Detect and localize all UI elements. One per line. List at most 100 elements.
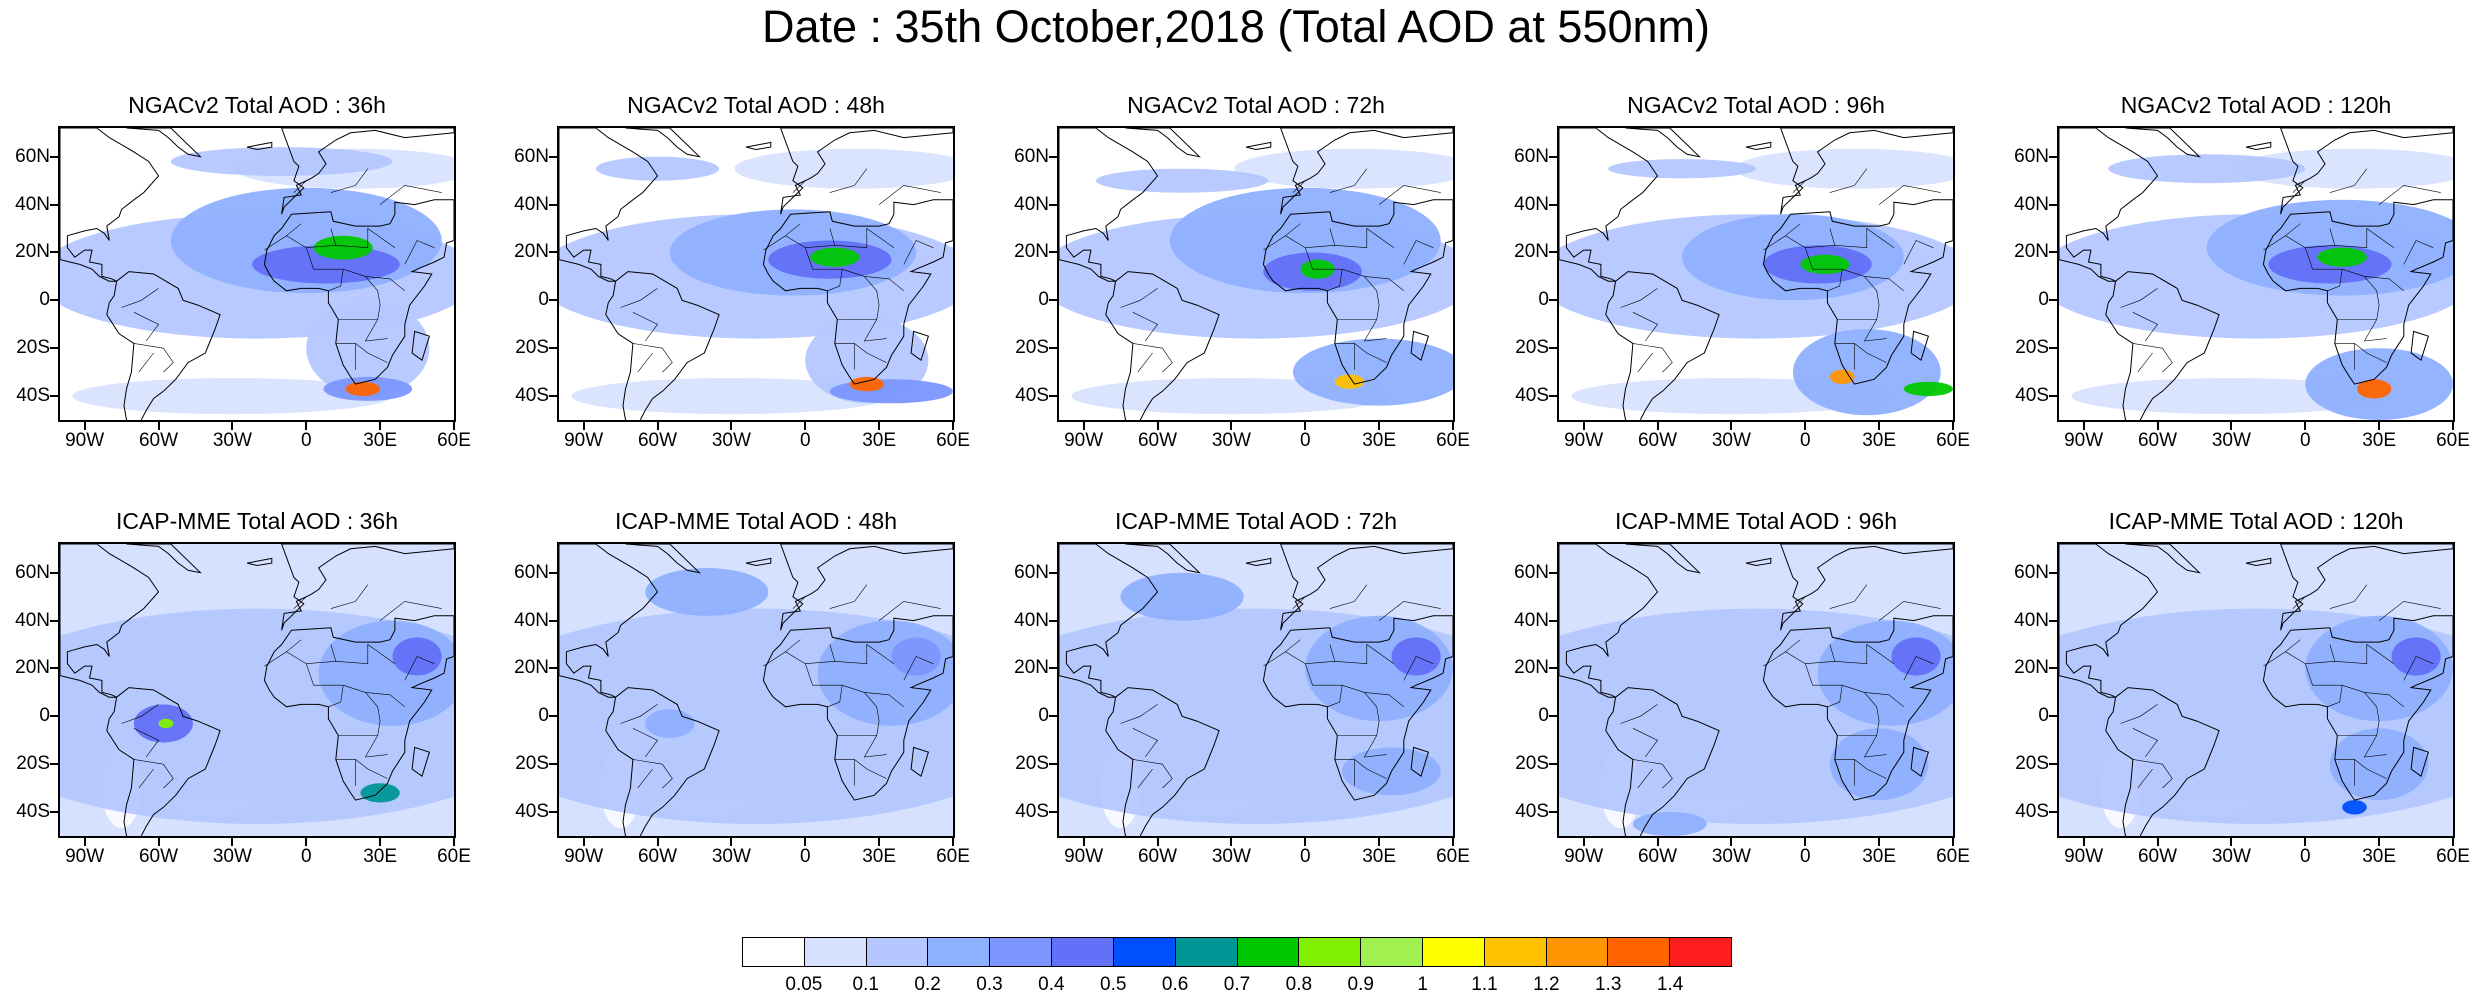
latitude-tick bbox=[549, 347, 557, 350]
longitude-label: 30E bbox=[1362, 846, 1397, 867]
latitude-tick bbox=[1549, 251, 1557, 254]
longitude-tick bbox=[1156, 422, 1159, 430]
colorbar-swatch bbox=[1237, 938, 1300, 966]
latitude-tick bbox=[1049, 715, 1057, 718]
longitude-label: 60E bbox=[1936, 430, 1970, 451]
aod-map-icap-36h bbox=[58, 542, 456, 838]
longitude-tick bbox=[2230, 838, 2233, 846]
latitude-tick bbox=[50, 667, 58, 670]
longitude-tick bbox=[231, 422, 234, 430]
latitude-tick bbox=[50, 715, 58, 718]
latitude-label: 40N bbox=[2014, 193, 2049, 215]
latitude-tick bbox=[50, 571, 58, 574]
latitude-tick bbox=[1549, 347, 1557, 350]
figure-title: Date : 35th October,2018 (Total AOD at 5… bbox=[761, 1, 1711, 52]
latitude-label: 0 bbox=[1038, 705, 1049, 727]
longitude-label: 60W bbox=[1137, 846, 1178, 867]
map-panel: NGACv2 Total AOD : 72h 60N 40N 20N 0 20S 40S 9… bbox=[1014, 92, 1470, 451]
longitude-tick bbox=[582, 422, 585, 430]
longitude-tick bbox=[2378, 422, 2381, 430]
longitude-label: 60E bbox=[2436, 846, 2470, 867]
latitude-tick bbox=[1549, 203, 1557, 206]
latitude-tick bbox=[1049, 203, 1057, 206]
longitude-label: 30E bbox=[1862, 430, 1897, 451]
latitude-label: 40N bbox=[514, 193, 549, 215]
longitude-label: 0 bbox=[2299, 430, 2311, 451]
colorbar-swatch bbox=[1546, 938, 1609, 966]
longitude-label: 0 bbox=[2299, 846, 2311, 867]
longitude-label: 30W bbox=[1711, 846, 1751, 867]
latitude-label: 60N bbox=[1514, 145, 1549, 167]
longitude-label: 90W bbox=[2064, 430, 2104, 451]
latitude-label: 40N bbox=[1514, 193, 1549, 215]
longitude-tick bbox=[2082, 838, 2085, 846]
colorbar-swatch bbox=[1299, 938, 1362, 966]
longitude-tick bbox=[2378, 838, 2381, 846]
colorbar-swatch bbox=[1052, 938, 1114, 966]
longitude-tick bbox=[453, 838, 455, 846]
latitude-tick bbox=[2049, 395, 2057, 398]
latitude-tick bbox=[1549, 395, 1557, 398]
latitude-tick bbox=[549, 715, 557, 718]
latitude-label: 40S bbox=[1515, 801, 1549, 823]
latitude-tick bbox=[2049, 811, 2057, 814]
map-panel: ICAP-MME Total AOD : 96h 60N 40N 20N 0 20S 40… bbox=[1514, 508, 1970, 867]
longitude-label: 60E bbox=[936, 430, 970, 451]
longitude-tick bbox=[656, 838, 659, 846]
longitude-tick bbox=[1952, 422, 1954, 430]
latitude-label: 60N bbox=[2014, 561, 2049, 583]
longitude-tick bbox=[83, 422, 86, 430]
colorbar-swatch bbox=[1361, 938, 1423, 966]
longitude-tick bbox=[1656, 838, 1659, 846]
aod-map-icap-48h bbox=[557, 542, 955, 838]
latitude-tick bbox=[50, 347, 58, 350]
map-panel: ICAP-MME Total AOD : 120h 60N 40N 20N 0 20S 4… bbox=[2014, 508, 2470, 867]
latitude-label: 20S bbox=[1515, 753, 1549, 775]
panel-title: NGACv2 Total AOD : 48h bbox=[627, 92, 885, 118]
map-panel: NGACv2 Total AOD : 96h 60N 40N 20N 0 20S 40S 9… bbox=[1514, 92, 1970, 451]
latitude-label: 40N bbox=[2014, 609, 2049, 631]
colorbar-swatch bbox=[990, 938, 1053, 966]
longitude-label: 90W bbox=[65, 430, 105, 451]
latitude-tick bbox=[1049, 347, 1057, 350]
latitude-tick bbox=[549, 667, 557, 670]
latitude-label: 20N bbox=[15, 241, 50, 263]
latitude-tick bbox=[50, 155, 58, 158]
latitude-tick bbox=[2049, 619, 2057, 622]
longitude-tick bbox=[1804, 838, 1807, 846]
longitude-tick bbox=[1082, 422, 1085, 430]
longitude-tick bbox=[804, 422, 807, 430]
panel-title: ICAP-MME Total AOD : 120h bbox=[2108, 508, 2404, 534]
longitude-label: 60E bbox=[1436, 846, 1470, 867]
colorbar-swatch bbox=[1484, 938, 1547, 966]
latitude-tick bbox=[50, 763, 58, 766]
panel-title: ICAP-MME Total AOD : 48h bbox=[614, 508, 898, 534]
latitude-label: 40N bbox=[1514, 609, 1549, 631]
longitude-tick bbox=[952, 838, 954, 846]
colorbar-label: 0.4 bbox=[1038, 974, 1065, 995]
latitude-tick bbox=[2049, 667, 2057, 670]
longitude-tick bbox=[1304, 422, 1307, 430]
longitude-label: 60W bbox=[1637, 430, 1678, 451]
longitude-label: 60W bbox=[1637, 846, 1678, 867]
latitude-tick bbox=[1049, 155, 1057, 158]
panel-title: ICAP-MME Total AOD : 96h bbox=[1614, 508, 1898, 534]
latitude-tick bbox=[2049, 763, 2057, 766]
longitude-label: 60E bbox=[936, 846, 970, 867]
latitude-tick bbox=[50, 299, 58, 302]
longitude-tick bbox=[157, 422, 160, 430]
longitude-tick bbox=[2304, 838, 2307, 846]
latitude-tick bbox=[549, 299, 557, 302]
longitude-tick bbox=[2452, 838, 2454, 846]
longitude-tick bbox=[582, 838, 585, 846]
panel-title: NGACv2 Total AOD : 36h bbox=[128, 92, 386, 118]
latitude-label: 20S bbox=[515, 337, 549, 359]
colorbar-label: 0.2 bbox=[914, 974, 941, 995]
longitude-tick bbox=[1452, 838, 1454, 846]
latitude-tick bbox=[50, 811, 58, 814]
latitude-label: 20N bbox=[1014, 241, 1049, 263]
map-panel: ICAP-MME Total AOD : 72h 60N 40N 20N 0 20S 40… bbox=[1014, 508, 1470, 867]
latitude-tick bbox=[549, 571, 557, 574]
longitude-label: 0 bbox=[300, 430, 312, 451]
latitude-label: 40S bbox=[1015, 385, 1049, 407]
